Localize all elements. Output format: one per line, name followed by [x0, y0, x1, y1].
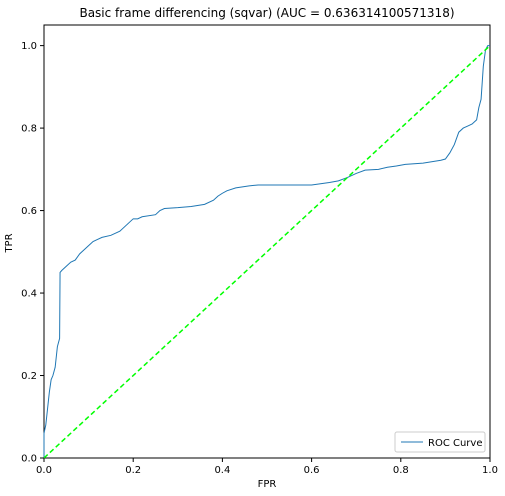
y-tick-label: 0.6	[21, 206, 37, 217]
y-tick-label: 0.2	[21, 371, 37, 382]
chart-title: Basic frame differencing (sqvar) (AUC = …	[79, 6, 454, 20]
x-tick-label: 0.6	[304, 465, 320, 476]
x-tick-label: 0.8	[393, 465, 409, 476]
tick-layer: 0.0 0.2 0.4 0.6 0.8 1.0 0.0 0.2 0.4 0.6 0.8 1.0	[21, 41, 498, 476]
y-tick-label: 1.0	[21, 41, 37, 52]
x-axis-label: FPR	[258, 479, 277, 490]
x-tick-label: 0.2	[125, 465, 141, 476]
legend: ROC Curve	[394, 431, 486, 453]
legend-box	[394, 431, 486, 453]
legend-roc-label: ROC Curve	[428, 438, 482, 449]
roc-curve-line	[43, 45, 490, 458]
x-tick-label: 1.0	[482, 465, 498, 476]
x-tick-label: 0.4	[214, 465, 230, 476]
diagonal-reference-line	[43, 45, 491, 459]
plot-area	[43, 24, 491, 459]
plot-frame	[43, 24, 491, 459]
y-tick-label: 0.8	[21, 124, 37, 135]
y-tick-label: 0.4	[21, 289, 37, 300]
y-tick-label: 0.0	[21, 454, 37, 465]
y-axis-label: TPR	[4, 233, 15, 253]
x-tick-label: 0.0	[36, 465, 52, 476]
